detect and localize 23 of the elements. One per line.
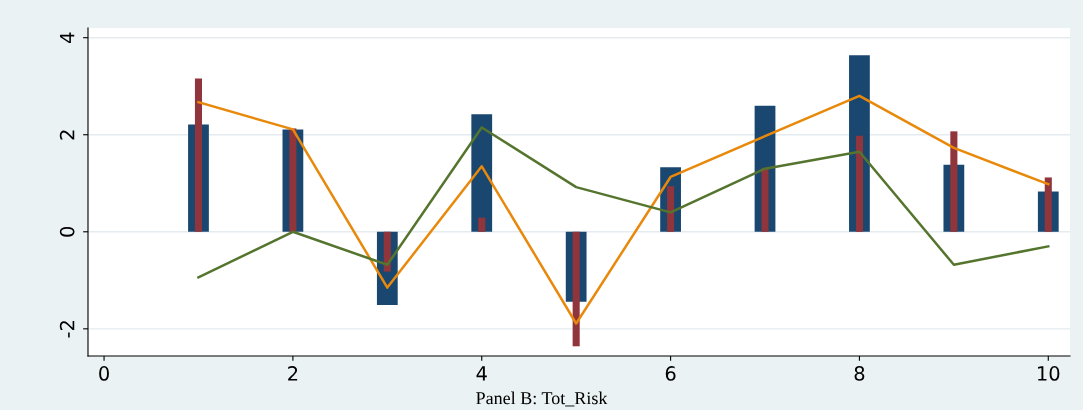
bar	[950, 131, 958, 232]
bar	[667, 186, 675, 232]
line-series	[197, 94, 1050, 325]
bar	[572, 231, 580, 347]
text: Panel B: Tot_Risk	[476, 391, 608, 407]
bar	[383, 231, 391, 272]
bar	[478, 217, 486, 232]
bar	[194, 78, 203, 232]
x-tick-label: 0	[99, 366, 109, 381]
x-tick-label: 4	[476, 366, 487, 381]
x-tick-label: 2	[288, 366, 298, 381]
bar	[855, 135, 863, 232]
y-tick-label: 0	[59, 226, 75, 237]
x-tick-label: 6	[665, 366, 676, 381]
bar	[289, 128, 297, 232]
y-tick-label: 4	[60, 32, 75, 43]
y-tick-label: 2	[59, 130, 75, 140]
x-tick-label: 8	[854, 366, 865, 381]
x-tick-label: 10	[1038, 366, 1060, 381]
bar	[761, 167, 769, 232]
y-tick-label: -2	[59, 321, 75, 338]
line-series	[197, 126, 1050, 279]
bar	[1044, 177, 1052, 232]
